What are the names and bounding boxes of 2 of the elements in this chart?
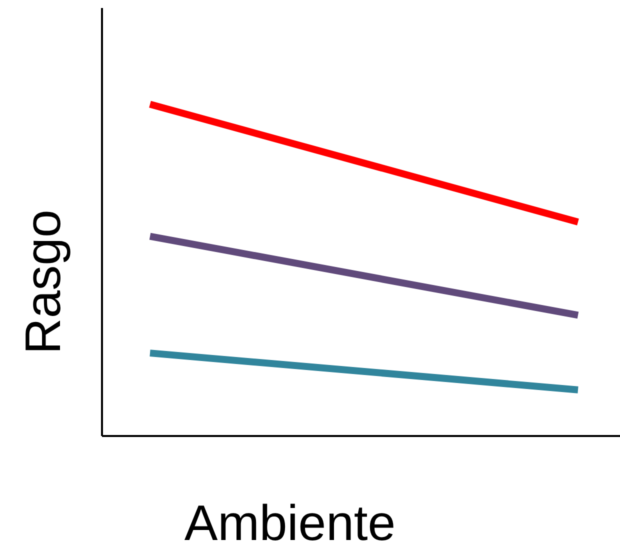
x-axis-title: Ambiente xyxy=(184,495,396,549)
y-axis-title: Rasgo xyxy=(15,210,71,354)
